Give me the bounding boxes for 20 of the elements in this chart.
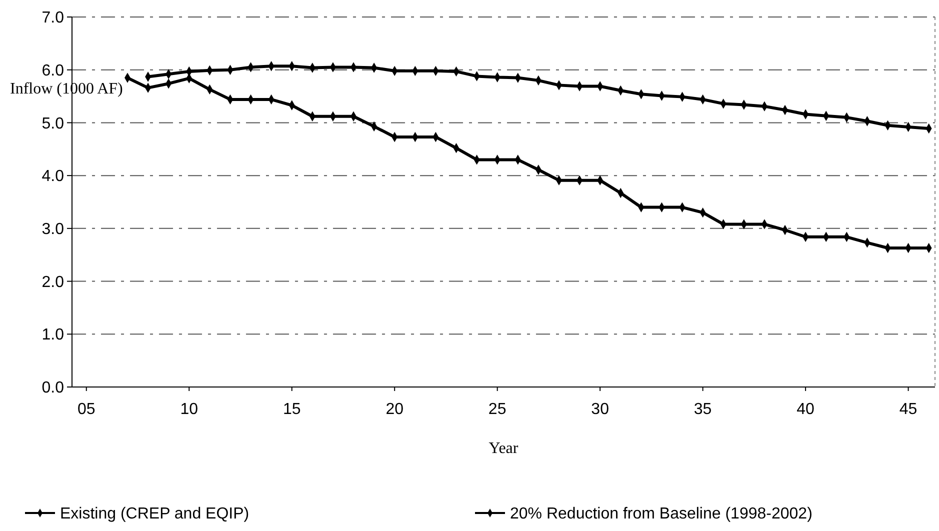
x-tick-label: 10 <box>180 401 198 418</box>
x-tick-label: 40 <box>796 401 815 418</box>
legend-label: Existing (CREP and EQIP) <box>60 506 250 523</box>
x-axis-title: Year <box>488 440 519 457</box>
y-tick-label: 2.0 <box>42 274 64 291</box>
y-tick-label: 1.0 <box>42 326 64 344</box>
y-tick-label: 0.0 <box>42 380 64 397</box>
y-tick-label: 6.0 <box>42 62 64 80</box>
x-tick-label: 35 <box>694 401 712 418</box>
x-tick-label: 05 <box>77 401 96 418</box>
y-tick-label: 3.0 <box>42 221 64 238</box>
y-tick-label: 5.0 <box>42 115 64 132</box>
x-tick-label: 45 <box>899 401 918 418</box>
legend-label: 20% Reduction from Baseline (1998-2002) <box>510 506 812 523</box>
y-tick-label: 4.0 <box>42 168 64 186</box>
x-tick-label: 15 <box>282 401 301 418</box>
x-tick-label: 30 <box>591 401 610 418</box>
x-tick-label: 20 <box>386 401 404 418</box>
x-tick-label: 25 <box>488 401 506 418</box>
y-tick-label: 7.0 <box>42 10 64 27</box>
